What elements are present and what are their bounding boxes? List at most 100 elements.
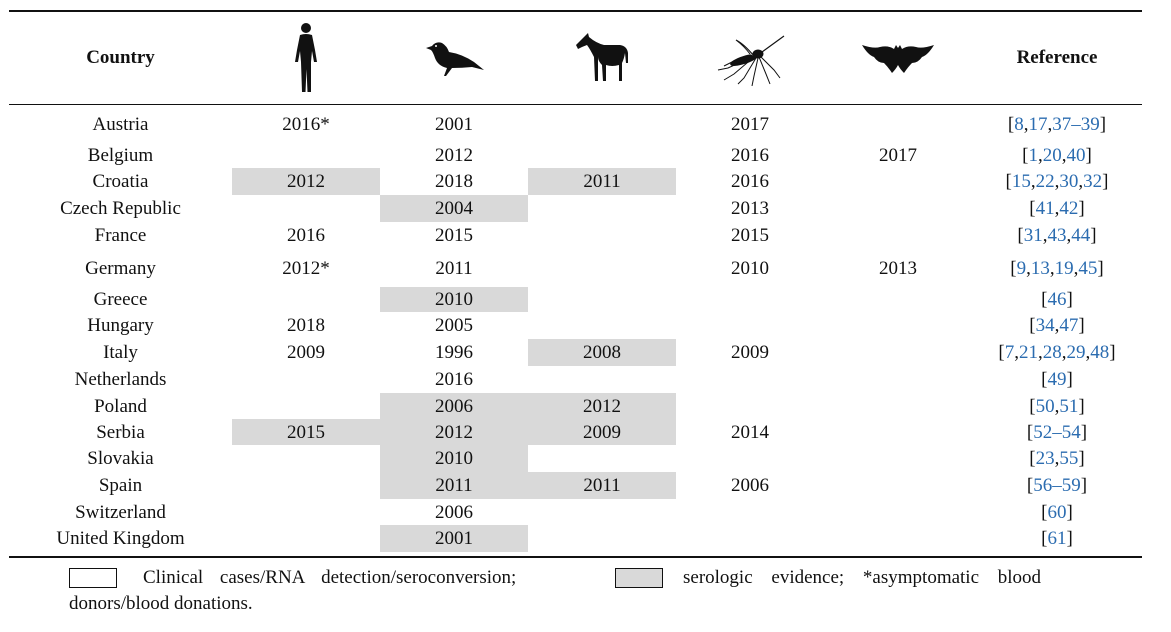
year-cell bbox=[676, 312, 824, 339]
year-cell bbox=[232, 445, 380, 472]
reference-link[interactable]: 15 bbox=[1011, 171, 1031, 192]
reference-link[interactable]: 49 bbox=[1047, 369, 1067, 390]
reference-link[interactable]: 28 bbox=[1042, 342, 1062, 363]
reference-link[interactable]: 20 bbox=[1042, 145, 1062, 166]
reference-cell: [34,47] bbox=[1029, 315, 1085, 336]
reference-link[interactable]: 32 bbox=[1083, 171, 1103, 192]
table-row: Serbia 2015 2012 2009 2014 [52–54] bbox=[9, 419, 1142, 445]
year-cell: 2009 bbox=[528, 419, 676, 445]
reference-link[interactable]: 55 bbox=[1059, 448, 1079, 469]
year-cell: 2015 bbox=[232, 419, 380, 445]
reference-link[interactable]: 31 bbox=[1023, 225, 1043, 246]
year-cell: 2013 bbox=[879, 257, 917, 279]
year-cell bbox=[232, 143, 380, 168]
reference-link[interactable]: 22 bbox=[1035, 171, 1055, 192]
year-cell bbox=[528, 499, 676, 525]
mosquito-icon bbox=[717, 35, 785, 86]
top-rule bbox=[9, 10, 1142, 12]
header-bat bbox=[824, 12, 972, 104]
reference-link[interactable]: 13 bbox=[1030, 257, 1050, 279]
reference-link[interactable]: 29 bbox=[1066, 342, 1086, 363]
country-cell: United Kingdom bbox=[56, 528, 185, 549]
country-cell: Poland bbox=[94, 395, 147, 417]
header-human bbox=[232, 12, 380, 104]
reference-link[interactable]: 19 bbox=[1054, 257, 1074, 279]
reference-link[interactable]: 1 bbox=[1028, 145, 1039, 166]
year-cell: 2014 bbox=[731, 421, 769, 443]
reference-link[interactable]: 37–39 bbox=[1052, 113, 1100, 135]
table-row: Croatia 2012 2018 2011 2016 [15,22,30,32] bbox=[9, 168, 1142, 195]
reference-cell: [60] bbox=[1041, 501, 1073, 523]
reference-cell: [8,17,37–39] bbox=[1007, 113, 1107, 135]
header-reference-label: Reference bbox=[1016, 47, 1098, 68]
table-row: Austria 2016* 2001 2017 [8,17,37–39] bbox=[9, 105, 1142, 143]
year-cell: 2005 bbox=[435, 315, 473, 336]
year-cell bbox=[824, 499, 972, 525]
reference-link[interactable]: 42 bbox=[1059, 198, 1079, 219]
reference-link[interactable]: 23 bbox=[1035, 448, 1055, 469]
year-cell: 2016 bbox=[731, 145, 769, 166]
header-mosquito bbox=[676, 12, 824, 104]
year-cell: 2012 bbox=[435, 145, 473, 166]
year-cell bbox=[528, 249, 676, 287]
reference-link[interactable]: 51 bbox=[1059, 395, 1079, 417]
year-cell bbox=[528, 287, 676, 312]
reference-link[interactable]: 7 bbox=[1004, 342, 1015, 363]
year-cell bbox=[528, 222, 676, 249]
year-cell: 2018 bbox=[435, 171, 473, 192]
reference-link[interactable]: 50 bbox=[1035, 395, 1055, 417]
year-cell bbox=[824, 419, 972, 445]
year-cell: 2006 bbox=[731, 475, 769, 496]
reference-link[interactable]: 34 bbox=[1035, 315, 1055, 336]
table-row: Spain 2011 2011 2006 [56–59] bbox=[9, 472, 1142, 499]
legend-swatch-grey bbox=[615, 568, 663, 588]
reference-link[interactable]: 48 bbox=[1090, 342, 1110, 363]
country-cell: Serbia bbox=[96, 421, 145, 443]
country-cell: Slovakia bbox=[87, 448, 154, 469]
reference-link[interactable]: 45 bbox=[1078, 257, 1098, 279]
table-row: Czech Republic 2004 2013 [41,42] bbox=[9, 195, 1142, 222]
year-cell: 2008 bbox=[528, 339, 676, 366]
year-cell: 2018 bbox=[287, 315, 325, 336]
year-cell: 2015 bbox=[731, 225, 769, 246]
reference-cell: [9,13,19,45] bbox=[1010, 257, 1104, 279]
reference-link[interactable]: 56–59 bbox=[1033, 475, 1081, 496]
reference-link[interactable]: 8 bbox=[1014, 113, 1024, 135]
year-cell: 2004 bbox=[380, 195, 528, 222]
reference-link[interactable]: 61 bbox=[1047, 528, 1067, 549]
header-rule bbox=[9, 104, 1142, 105]
reference-link[interactable]: 40 bbox=[1066, 145, 1086, 166]
reference-link[interactable]: 21 bbox=[1019, 342, 1038, 363]
year-cell bbox=[824, 525, 972, 552]
year-cell: 2011 bbox=[380, 472, 528, 499]
year-cell bbox=[824, 339, 972, 366]
year-cell bbox=[824, 105, 972, 143]
reference-link[interactable]: 52–54 bbox=[1033, 421, 1081, 443]
reference-link[interactable]: 60 bbox=[1047, 501, 1067, 523]
year-cell bbox=[232, 499, 380, 525]
year-cell bbox=[824, 393, 972, 419]
country-cell: Croatia bbox=[92, 171, 149, 192]
reference-cell: [31,43,44] bbox=[1017, 225, 1097, 246]
reference-cell: [56–59] bbox=[1026, 475, 1088, 496]
reference-link[interactable]: 46 bbox=[1047, 289, 1067, 310]
legend-text-serologic: serologic evidence; *asymptomatic blood bbox=[683, 567, 1042, 588]
reference-link[interactable]: 30 bbox=[1059, 171, 1079, 192]
year-cell: 2012 bbox=[232, 168, 380, 195]
year-cell: 2009 bbox=[731, 342, 769, 363]
table-row: United Kingdom 2001 [61] bbox=[9, 525, 1142, 552]
year-cell bbox=[232, 287, 380, 312]
year-cell bbox=[528, 525, 676, 552]
reference-link[interactable]: 41 bbox=[1035, 198, 1055, 219]
reference-link[interactable]: 44 bbox=[1071, 225, 1091, 246]
reference-cell: [1,20,40] bbox=[1022, 145, 1092, 166]
year-cell bbox=[676, 287, 824, 312]
reference-link[interactable]: 9 bbox=[1016, 257, 1027, 279]
header-horse bbox=[528, 12, 676, 104]
year-cell: 2011 bbox=[528, 168, 676, 195]
legend-text-clinical: Clinical cases/RNA detection/seroconvers… bbox=[143, 567, 517, 588]
reference-link[interactable]: 43 bbox=[1047, 225, 1067, 246]
reference-link[interactable]: 47 bbox=[1059, 315, 1079, 336]
reference-link[interactable]: 17 bbox=[1028, 113, 1048, 135]
year-cell: 2011 bbox=[528, 472, 676, 499]
